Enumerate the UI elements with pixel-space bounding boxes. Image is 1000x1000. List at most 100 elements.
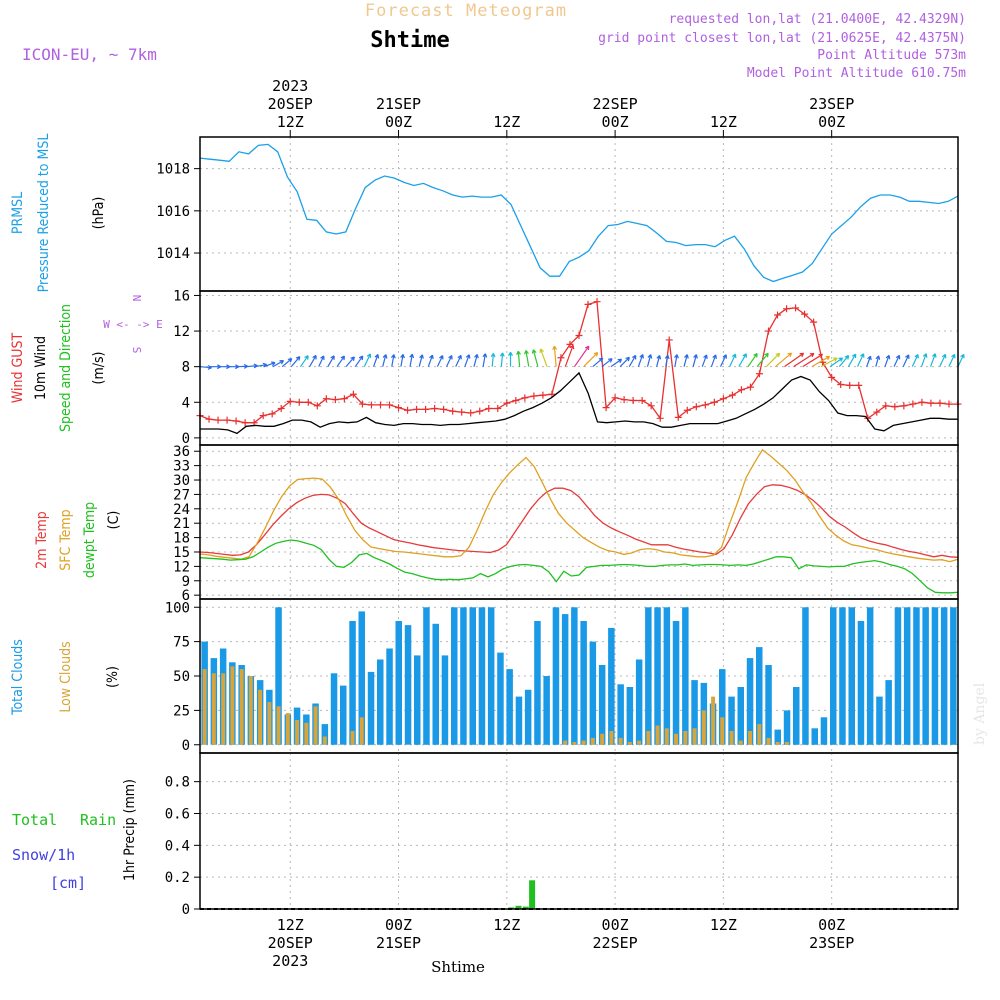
wind-arrow	[354, 355, 364, 368]
low-cloud-bar	[600, 733, 605, 745]
gust-marker	[783, 305, 791, 313]
rain-bar	[529, 880, 536, 909]
gust-marker	[521, 394, 529, 402]
wind-arrow	[516, 350, 521, 367]
total-cloud-bar	[793, 687, 800, 745]
gust-marker	[485, 405, 493, 413]
y-axis-label: Low Clouds	[58, 641, 74, 712]
total-cloud-bar	[737, 687, 744, 745]
gust-marker	[512, 396, 520, 404]
total-cloud-bar	[635, 659, 643, 745]
gust-marker	[936, 399, 944, 407]
wind-arrow	[866, 355, 872, 367]
low-cloud-bar	[646, 731, 651, 745]
gust-marker	[458, 408, 466, 416]
total-cloud-bar	[820, 717, 828, 745]
gust-marker	[295, 398, 303, 406]
low-cloud-bar	[720, 717, 725, 745]
gust-marker	[205, 415, 213, 423]
gust-marker	[422, 405, 430, 413]
total-cloud-bar	[414, 655, 421, 745]
total-cloud-bar	[330, 673, 338, 745]
time-label-bottom: 12Z	[493, 916, 520, 934]
gust-marker	[557, 354, 565, 362]
rain-bar	[515, 905, 522, 909]
total-cloud-bar	[876, 696, 883, 745]
y-tick-label: 33	[173, 459, 190, 475]
total-cloud-bar	[765, 665, 772, 745]
gust-marker	[774, 311, 782, 319]
gust-marker	[927, 399, 935, 407]
total-cloud-bar	[478, 607, 486, 745]
total-cloud-bar	[349, 621, 356, 745]
y-axis-label: 2m Temp	[34, 511, 50, 569]
wind-arrow	[884, 354, 891, 367]
total-cloud-bar	[885, 680, 892, 745]
wind-arrow	[902, 354, 910, 367]
total-cloud-bar	[423, 607, 430, 745]
rain-bar	[522, 906, 529, 909]
low-cloud-bar	[276, 706, 281, 745]
wind-arrow	[455, 354, 462, 367]
panel-precip: 0 0.2 0.4 0.6 0.8 Total Rain Snow/1h [cm] 1hr Pre…	[12, 752, 959, 918]
wind-arrow	[299, 355, 309, 368]
total-cloud-bar	[524, 689, 532, 745]
low-cloud-bar	[230, 666, 235, 745]
gust-marker	[593, 298, 601, 306]
wind-arrow	[436, 355, 444, 367]
wind-arrow	[199, 364, 212, 370]
low-cloud-bar	[322, 736, 327, 745]
wind-arrow	[272, 360, 285, 368]
panel-wind: 0 4 8 12 16 N W <- -> E S Wind GUST 10m Wind Speed…	[10, 288, 965, 447]
total-cloud-bar	[506, 669, 513, 745]
y-axis-label: Speed and Direction	[58, 304, 74, 432]
total-cloud-bar	[728, 696, 735, 745]
gust-marker	[440, 405, 448, 413]
gust-marker	[286, 397, 294, 405]
wind-arrow	[318, 355, 325, 367]
low-cloud-bar	[359, 717, 364, 745]
panel-clouds: 0 25 50 75 100 Total Clouds Low Clouds (%)	[10, 598, 959, 754]
y-tick-label: 0.2	[165, 870, 190, 886]
total-cloud-bar	[432, 623, 439, 745]
gust-marker	[358, 400, 366, 408]
y-tick-label: 9	[182, 574, 190, 590]
wind-arrow	[802, 353, 824, 368]
total-cloud-bar	[894, 607, 902, 745]
wind-arrow	[336, 355, 346, 368]
wind-arrow	[327, 355, 335, 367]
gust-marker	[467, 409, 475, 417]
y-axis-label: (hPa)	[91, 197, 107, 230]
panel-pressure: 1014 1016 1018 PRMSL Pressure Reduced to MSL…	[10, 134, 959, 292]
gust-marker	[322, 395, 330, 403]
total-cloud-bar	[950, 607, 957, 745]
gust-marker	[386, 401, 393, 409]
wind-arrow	[619, 356, 630, 368]
low-cloud-bar	[766, 737, 771, 745]
wind-arrow	[446, 355, 453, 367]
wind-arrow	[930, 353, 937, 367]
low-cloud-bar	[674, 733, 678, 745]
low-cloud-bar	[627, 742, 632, 745]
total-cloud-bar	[358, 611, 365, 745]
time-label-bottom: 20SEP	[268, 934, 313, 952]
gust-marker	[476, 407, 484, 415]
compass-south: S	[130, 347, 143, 354]
y-tick-label: 36	[173, 444, 190, 460]
wind-arrow	[610, 358, 623, 368]
gust-marker	[810, 318, 818, 326]
total-cloud-bar	[441, 655, 449, 745]
total-cloud-bar	[515, 696, 523, 745]
total-cloud-bar	[774, 729, 781, 745]
low-cloud-bar	[211, 673, 216, 745]
low-cloud-bar	[248, 676, 253, 745]
total-cloud-bar	[922, 607, 929, 745]
gust-marker	[413, 405, 421, 413]
total-cloud-bar	[321, 724, 329, 745]
series-line-10m-wind	[200, 371, 958, 435]
total-cloud-bar	[866, 607, 874, 745]
y-tick-label: 8	[182, 360, 190, 376]
wind-arrow	[957, 353, 965, 367]
total-cloud-bar	[802, 607, 809, 745]
gust-marker	[584, 300, 592, 308]
